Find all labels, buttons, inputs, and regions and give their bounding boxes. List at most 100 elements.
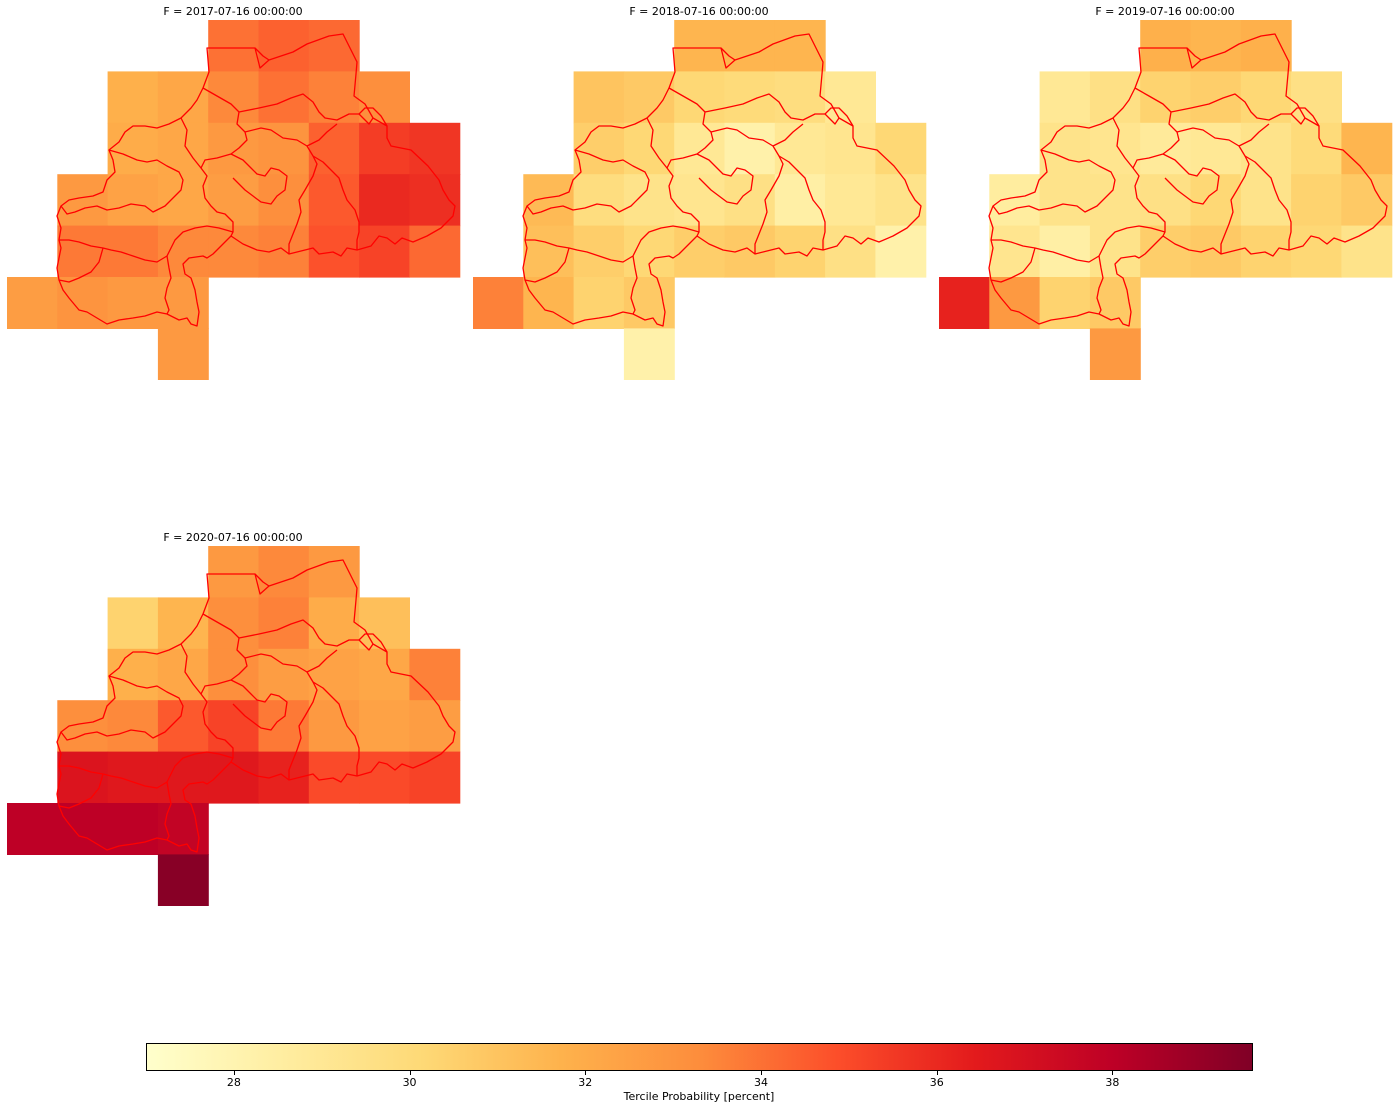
grid-cell (1039, 174, 1091, 227)
grid-cell (157, 700, 209, 753)
grid-cell (107, 751, 159, 804)
region-boundary (525, 225, 700, 263)
region-boundary (1162, 153, 1220, 205)
region-boundary (60, 149, 184, 215)
colorbar-tick-label: 34 (754, 1076, 768, 1089)
grid-cell (1089, 328, 1141, 380)
grid-cell (724, 71, 776, 124)
grid-cell (623, 328, 675, 380)
country-outline (522, 33, 922, 327)
region-boundary (1112, 117, 1166, 237)
grid-cell (1190, 122, 1242, 175)
grid-cell (308, 648, 360, 701)
grid-cell (989, 277, 1041, 329)
region-boundary (60, 675, 184, 741)
grid-cell (258, 597, 310, 650)
region-boundary (1290, 107, 1320, 127)
region-boundary (696, 153, 754, 205)
grid-cell (409, 225, 461, 278)
grid-cell (157, 328, 209, 380)
panel-title: F = 2018-07-16 00:00:00 (629, 5, 769, 18)
grid-cell (623, 174, 675, 227)
grid-cell (258, 122, 310, 175)
grid-cell (623, 277, 675, 329)
grid-cell (308, 20, 360, 72)
grid-cell (674, 174, 726, 227)
grid-cell (7, 803, 58, 855)
grid-cell (1341, 174, 1393, 227)
grid-cell (359, 71, 410, 124)
region-boundary (772, 123, 804, 147)
grid-cell (1140, 174, 1192, 227)
grid-cell (308, 546, 360, 598)
grid-cell (1190, 174, 1242, 227)
grid-cell (359, 751, 410, 804)
admin-boundaries (56, 559, 456, 853)
country-outline (988, 33, 1388, 327)
colorbar-tick-label: 28 (226, 1076, 241, 1089)
grid-cell (1240, 20, 1292, 72)
grid-cell (57, 700, 109, 753)
grid-cell (57, 174, 109, 227)
region-boundary (180, 643, 234, 763)
grid-cell (1190, 71, 1242, 124)
grid-cell (623, 225, 675, 278)
grid-cell (674, 122, 726, 175)
grid-cell (308, 597, 360, 650)
grid-cell (1341, 122, 1393, 175)
grid-cell (573, 122, 625, 175)
grid-cell (107, 597, 159, 650)
grid-cell (774, 174, 826, 227)
grid-cell (208, 71, 260, 124)
region-boundary (254, 573, 270, 587)
grid-cell (573, 71, 625, 124)
region-boundary (58, 247, 104, 283)
map-2017 (7, 20, 461, 380)
grid-cell (258, 546, 310, 598)
region-boundary (59, 225, 234, 263)
grid-cell (208, 700, 260, 753)
admin-boundaries (56, 33, 456, 327)
region-boundary (524, 247, 570, 283)
grid-cell (409, 174, 461, 227)
grid-cell (939, 277, 990, 329)
grid-cell (258, 700, 310, 753)
colorbar-tick (1112, 1071, 1114, 1075)
region-boundary (358, 107, 388, 127)
region-boundary (824, 107, 854, 127)
region-boundary (778, 155, 826, 250)
region-boundary (1186, 47, 1202, 61)
colorbar (146, 1043, 1253, 1071)
grid-cell (57, 277, 109, 329)
region-boundary (1238, 123, 1270, 147)
colorbar-tick (233, 1071, 235, 1075)
region-boundary (630, 255, 638, 315)
grid-cell (1291, 174, 1342, 227)
grid-cell (258, 174, 310, 227)
region-boundary (992, 149, 1116, 215)
grid-cell (825, 122, 876, 175)
region-boundary (58, 773, 104, 809)
grid-cell (523, 174, 575, 227)
grid-cell (208, 225, 260, 278)
grid-cell (57, 751, 109, 804)
colorbar-tick (936, 1071, 938, 1075)
colorbar-label: Tercile Probability [percent] (623, 1090, 775, 1103)
colorbar-tick-label: 38 (1105, 1076, 1120, 1089)
panel-title: F = 2020-07-16 00:00:00 (163, 531, 303, 544)
grid-cell (208, 174, 260, 227)
grid-cell (1291, 122, 1342, 175)
grid-cell (1240, 71, 1292, 124)
region-boundary (358, 633, 388, 653)
grid-cell (208, 597, 260, 650)
region-boundary (720, 47, 736, 61)
grid-cell (674, 71, 726, 124)
region-boundary (244, 127, 318, 254)
region-boundary (666, 87, 714, 169)
region-boundary (254, 47, 270, 61)
map-panel-2020: F = 2020-07-16 00:00:00 (7, 526, 467, 906)
grid-cell (724, 174, 776, 227)
grid-cell (107, 71, 159, 124)
grid-cell (573, 174, 625, 227)
grid-cell (1039, 71, 1091, 124)
